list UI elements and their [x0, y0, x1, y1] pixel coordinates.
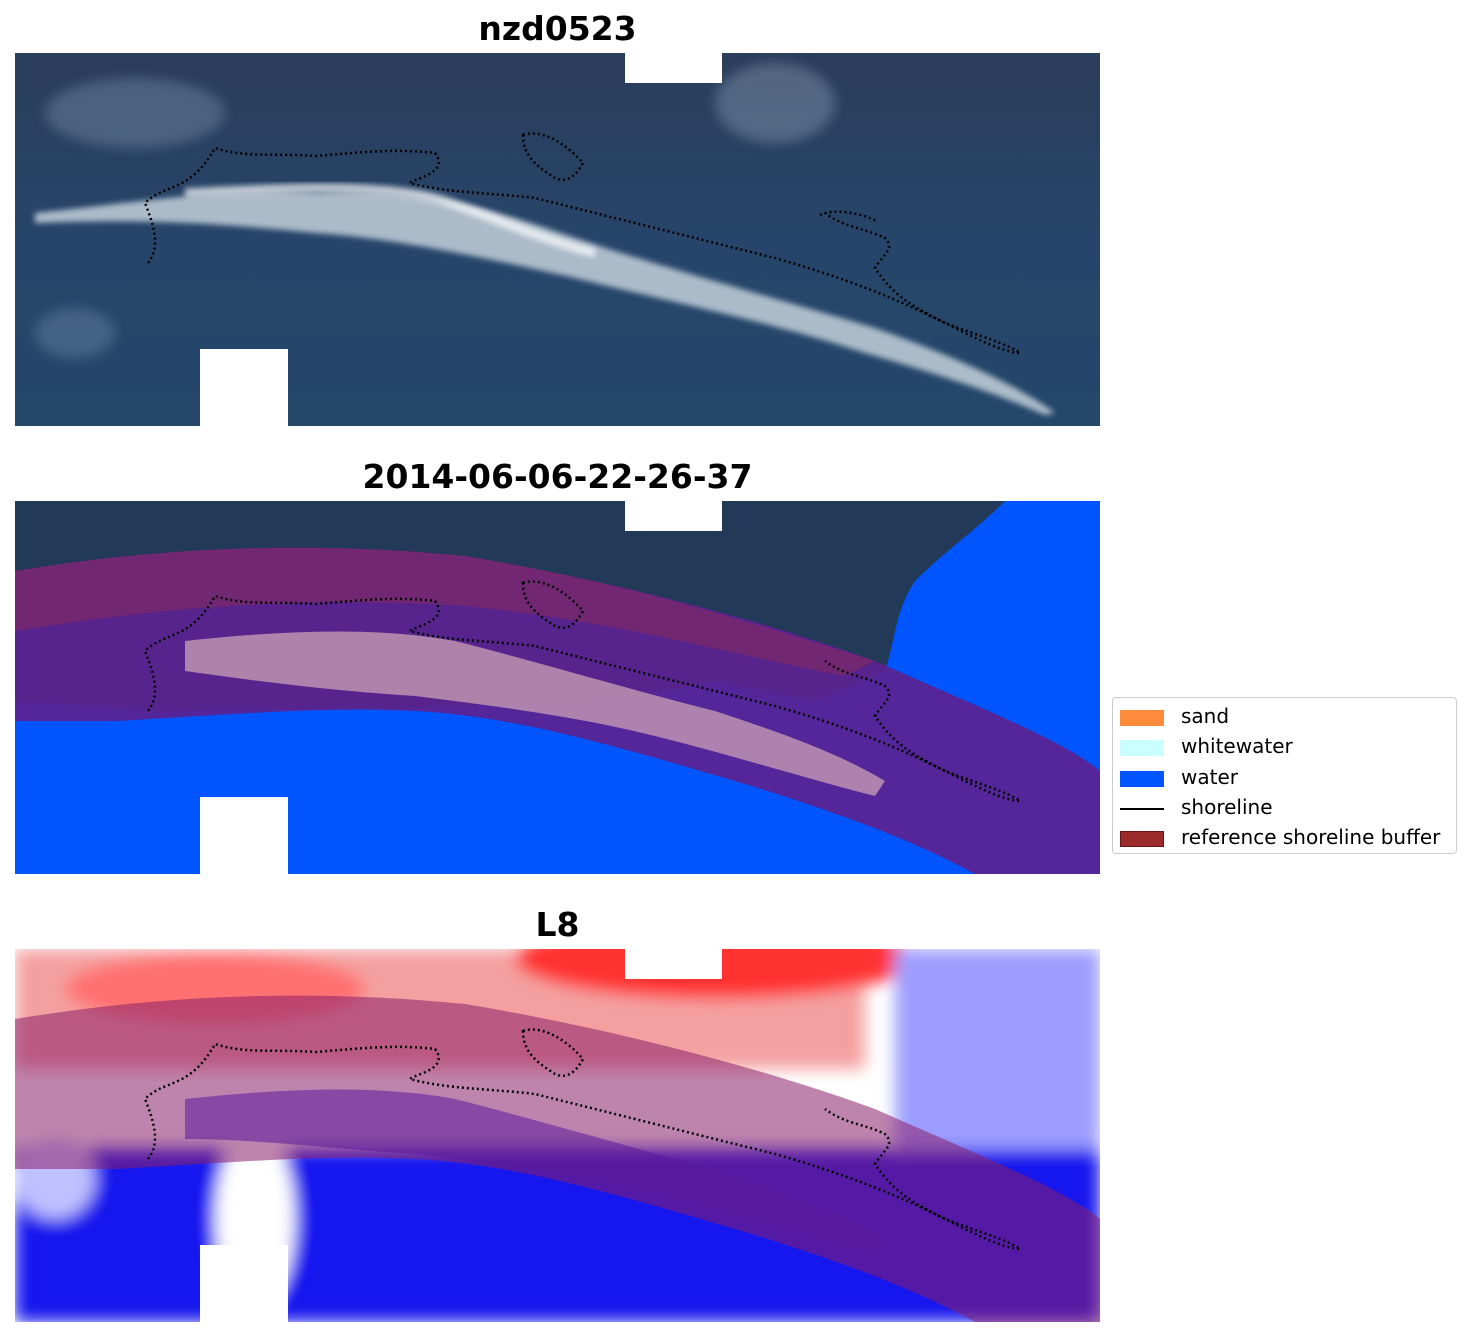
shoreline [143, 1042, 1025, 1251]
shoreline-lake [521, 1028, 585, 1078]
legend-label: reference shoreline buffer [1181, 825, 1441, 849]
rgb-image-panel [15, 53, 1100, 426]
panel-title-classified: 2014-06-06-22-26-37 [362, 457, 753, 496]
buffer-swatch [1120, 831, 1164, 847]
shoreline-swatch [1120, 808, 1164, 810]
nodata-patch [625, 53, 722, 83]
legend-label: whitewater [1181, 734, 1293, 758]
panel-title-rgb: nzd0523 [478, 9, 637, 48]
reference-buffer-dark [15, 547, 875, 676]
shoreline-lake [521, 580, 585, 630]
nodata-patch [625, 949, 722, 979]
nodata-patch [200, 349, 288, 426]
legend-item-shoreline: shoreline [1120, 792, 1455, 822]
shoreline [143, 594, 1025, 803]
nodata-patch [200, 797, 288, 874]
classified-image-panel [15, 501, 1100, 874]
shoreline-lake [521, 132, 585, 182]
panel-title-index: L8 [535, 905, 580, 944]
legend-item-buffer: reference shoreline buffer [1120, 822, 1455, 852]
cloud-haze [35, 63, 835, 358]
shoreline [143, 146, 1025, 355]
index-image-panel [15, 949, 1100, 1322]
legend-item-water: water [1120, 762, 1455, 792]
sand-swatch [1120, 710, 1164, 726]
nodata-patch [625, 501, 722, 531]
legend-label: shoreline [1181, 795, 1273, 819]
water-swatch [1120, 771, 1164, 787]
legend-label: water [1181, 765, 1238, 789]
legend: sand whitewater water shoreline referenc… [1112, 697, 1457, 854]
nodata-patch [200, 1245, 288, 1322]
whitewater-swatch [1120, 740, 1164, 756]
legend-item-sand: sand [1120, 701, 1455, 731]
legend-label: sand [1181, 704, 1230, 728]
sand-class [185, 631, 885, 796]
legend-item-whitewater: whitewater [1120, 731, 1455, 761]
